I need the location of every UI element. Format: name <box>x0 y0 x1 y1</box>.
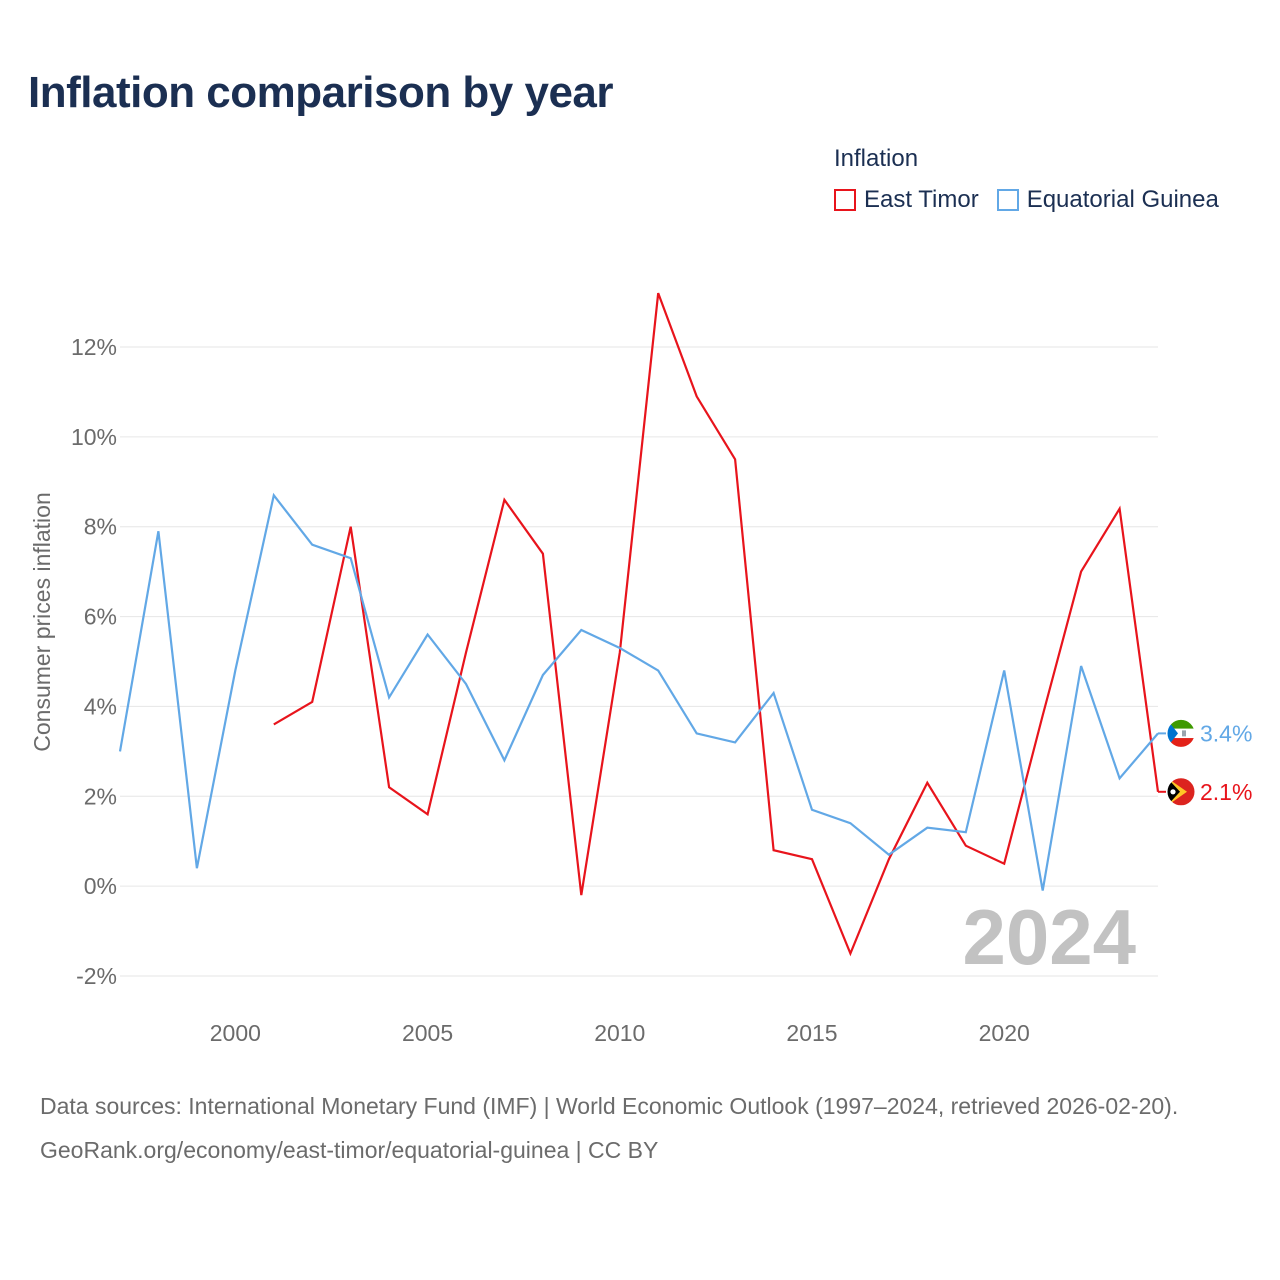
y-tick-label: 0% <box>84 873 117 899</box>
credit-link[interactable]: GeoRank.org/economy/east-timor/equatoria… <box>40 1137 659 1163</box>
series-line-equatorial-guinea[interactable] <box>118 492 1159 891</box>
data-sources: Data sources: International Monetary Fun… <box>40 1093 1179 1119</box>
x-axis-ticks: 2000 2005 2010 2015 2020 <box>210 1020 1030 1046</box>
y-tick-label: 6% <box>84 604 117 630</box>
legend-label-equatorial-guinea: Equatorial Guinea <box>1026 186 1219 213</box>
y-axis-label: Consumer prices inflation <box>29 492 55 752</box>
x-tick-label: 2005 <box>402 1020 453 1046</box>
footer: Data sources: International Monetary Fun… <box>40 1088 1250 1168</box>
end-label-equatorial-guinea: 3.4% <box>1200 720 1252 746</box>
legend: East Timor Equatorial Guinea <box>834 186 1219 214</box>
chart-title: Inflation comparison by year <box>28 68 614 117</box>
legend-swatch-east-timor <box>834 189 856 211</box>
flag-icon-equatorial-guinea <box>1166 718 1196 748</box>
legend-swatch-equatorial-guinea <box>996 189 1019 211</box>
x-tick-label: 2010 <box>594 1020 645 1046</box>
series-end-labels: 2.1% 3.4% <box>1158 718 1252 807</box>
legend-label-east-timor: East Timor <box>864 186 979 213</box>
line-chart: -2% 0% 2% 4% 6% 8% 10% 12% 2000 2005 2010 2015 2020… <box>29 292 1252 1046</box>
x-tick-label: 2000 <box>210 1020 261 1046</box>
year-watermark: 2024 <box>962 893 1136 981</box>
y-tick-label: 12% <box>71 334 117 360</box>
y-tick-label: 4% <box>84 693 117 719</box>
legend-item-equatorial-guinea[interactable]: Equatorial Guinea <box>996 186 1219 214</box>
x-tick-label: 2015 <box>786 1020 837 1046</box>
legend-item-east-timor[interactable]: East Timor <box>834 186 979 214</box>
x-tick-label: 2020 <box>979 1020 1030 1046</box>
series-line-east-timor[interactable] <box>273 292 1160 957</box>
series-lines <box>118 292 1160 957</box>
legend-title: Inflation <box>834 145 919 172</box>
flag-icon-east-timor <box>1166 777 1196 807</box>
end-label-east-timor: 2.1% <box>1200 779 1252 805</box>
y-axis-ticks: -2% 0% 2% 4% 6% 8% 10% 12% <box>71 334 117 989</box>
y-tick-label: -2% <box>76 963 117 989</box>
grid-lines <box>120 346 1158 977</box>
y-tick-label: 10% <box>71 424 117 450</box>
y-tick-label: 8% <box>84 514 117 540</box>
y-tick-label: 2% <box>84 783 117 809</box>
